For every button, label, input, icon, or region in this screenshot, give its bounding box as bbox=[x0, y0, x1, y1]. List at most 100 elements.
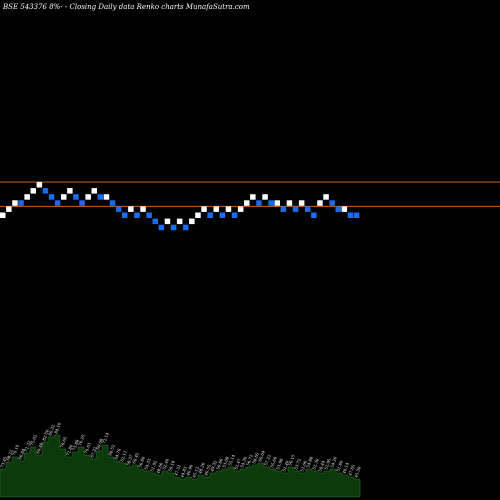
volume-label: 82.56 bbox=[41, 428, 50, 441]
volume-label: 54.33 bbox=[143, 457, 152, 470]
volume-label: 75.02 bbox=[29, 433, 38, 446]
volume-label: 49.32 bbox=[209, 459, 218, 472]
volume-label: 53.08 bbox=[221, 455, 230, 468]
renko-brick-up bbox=[176, 218, 183, 225]
renko-brick-up bbox=[195, 212, 201, 218]
renko-brick-up bbox=[286, 200, 293, 206]
renko-brick-down bbox=[134, 212, 140, 218]
renko-brick-down bbox=[335, 206, 341, 212]
renko-brick-down bbox=[231, 212, 238, 218]
volume-label: 71.80 bbox=[65, 443, 74, 456]
renko-brick-up bbox=[237, 206, 244, 212]
renko-brick-down bbox=[207, 212, 213, 218]
volume-label: 45.30 bbox=[353, 465, 362, 478]
renko-brick-up bbox=[189, 218, 195, 225]
renko-brick-up bbox=[244, 200, 250, 206]
renko-brick-up bbox=[103, 194, 110, 200]
volume-label: 70.63 bbox=[83, 441, 92, 454]
renko-brick-down bbox=[48, 194, 55, 200]
volume-label: 46.90 bbox=[185, 463, 194, 476]
renko-brick-up bbox=[164, 218, 171, 225]
volume-label: 49.14 bbox=[341, 461, 350, 474]
volume-label: 52.47 bbox=[233, 457, 242, 470]
renko-brick-up bbox=[24, 194, 30, 200]
volume-label: 73.45 bbox=[0, 455, 8, 468]
volume-label: 46.55 bbox=[203, 463, 212, 476]
volume-label: 68.52 bbox=[107, 443, 116, 456]
volume-label: 54.88 bbox=[305, 455, 314, 468]
renko-brick-up bbox=[30, 188, 36, 194]
renko-brick-up bbox=[61, 194, 67, 200]
volume-label: 45.12 bbox=[191, 465, 200, 478]
renko-brick-down bbox=[146, 212, 152, 218]
volume-label: 55.60 bbox=[269, 455, 278, 468]
volume-label: 60.04 bbox=[257, 449, 266, 462]
volume-label: 76.65 bbox=[59, 435, 68, 448]
volume-panel: 73.4568.2270.1066.8471.3275.0269.4082.56… bbox=[0, 421, 362, 498]
volume-label: 64.76 bbox=[113, 447, 122, 460]
volume-area bbox=[0, 434, 361, 498]
renko-brick-down bbox=[183, 224, 189, 231]
renko-brick-down bbox=[97, 194, 104, 200]
renko-brick-up bbox=[262, 194, 268, 200]
volume-label: 60.45 bbox=[131, 451, 140, 464]
renko-brick-down bbox=[329, 200, 335, 206]
volume-label: 54.26 bbox=[329, 455, 338, 468]
volume-label: 70.10 bbox=[11, 443, 20, 456]
renko-brick-down bbox=[54, 200, 61, 206]
volume-label: 56.80 bbox=[137, 455, 146, 468]
volume-label: 48.26 bbox=[197, 461, 206, 474]
renko-brick-down bbox=[152, 218, 158, 225]
volume-label: 51.40 bbox=[281, 459, 290, 472]
volume-label: 56.15 bbox=[287, 453, 296, 466]
volume-label: 54.30 bbox=[239, 455, 248, 468]
renko-brick-down bbox=[18, 200, 24, 206]
renko-bricks bbox=[0, 182, 360, 231]
renko-brick-down bbox=[109, 200, 116, 206]
volume-label: 53.72 bbox=[293, 457, 302, 470]
volume-label: 58.65 bbox=[251, 451, 260, 464]
volume-label: 51.80 bbox=[335, 459, 344, 472]
volume-label: 51.92 bbox=[149, 459, 158, 472]
volume-label: 50.18 bbox=[167, 459, 176, 472]
reference-lines bbox=[0, 181, 500, 207]
volume-label: 53.98 bbox=[275, 457, 284, 470]
renko-brick-up bbox=[0, 212, 6, 218]
volume-label: 52.95 bbox=[323, 457, 332, 470]
volume-label: 67.22 bbox=[89, 445, 98, 458]
volume-label: 84.10 bbox=[53, 421, 62, 434]
renko-brick-up bbox=[128, 206, 134, 212]
volume-label: 76.25 bbox=[77, 433, 86, 446]
renko-brick-down bbox=[115, 206, 122, 212]
renko-brick-down bbox=[268, 200, 274, 206]
renko-brick-up bbox=[250, 194, 256, 200]
renko-brick-up bbox=[201, 206, 207, 212]
renko-brick-down bbox=[79, 200, 85, 206]
volume-label: 44.83 bbox=[179, 465, 188, 478]
renko-brick-up bbox=[12, 200, 18, 206]
volume-label: 69.08 bbox=[95, 437, 104, 450]
volume-label: 72.14 bbox=[101, 431, 110, 444]
renko-brick-up bbox=[85, 194, 91, 200]
volume-label: 73.88 bbox=[71, 438, 80, 451]
renko-brick-up bbox=[213, 206, 219, 212]
renko-brick-down bbox=[311, 212, 317, 218]
volume-label: 56.72 bbox=[245, 453, 254, 466]
volume-label: 80.32 bbox=[47, 423, 56, 436]
renko-brick-down bbox=[42, 188, 49, 194]
chart-caption: BSE 543376 8%- - Closing Daily data Renk… bbox=[2, 3, 250, 11]
renko-brick-down bbox=[122, 212, 128, 218]
renko-brick-up bbox=[323, 194, 329, 200]
volume-label: 47.31 bbox=[173, 464, 182, 476]
renko-brick-down bbox=[280, 206, 287, 212]
volume-label: 69.40 bbox=[35, 441, 44, 454]
volume-label: 51.06 bbox=[299, 459, 308, 472]
renko-brick-down bbox=[158, 224, 165, 231]
volume-label: 52.40 bbox=[161, 457, 170, 470]
volume-label: 71.32 bbox=[23, 439, 32, 452]
renko-brick-down bbox=[347, 212, 354, 218]
renko-brick-up bbox=[274, 200, 280, 206]
renko-brick-down bbox=[292, 206, 299, 212]
renko-brick-up bbox=[317, 200, 323, 206]
